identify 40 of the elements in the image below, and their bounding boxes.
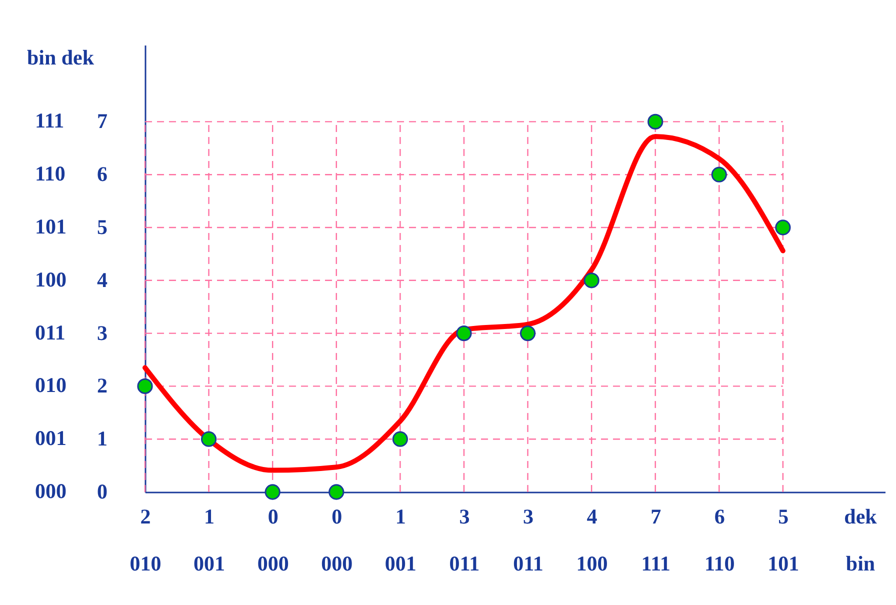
- text: 100: [35, 267, 66, 292]
- y-tick-label: 2: [97, 374, 108, 398]
- y-tick-label: 5: [97, 215, 108, 240]
- text: 010: [35, 373, 66, 398]
- y-tick-label: 6: [97, 162, 108, 186]
- x-tick-label: 0 000: [321, 504, 353, 576]
- x-tick-label: 3 011: [449, 504, 480, 576]
- point: [200, 431, 217, 447]
- x-tick-label: 3 011: [513, 504, 544, 576]
- x-tick-label: 5 101: [768, 504, 800, 576]
- text: 111: [35, 108, 64, 133]
- x-tick-label: 7 111: [641, 504, 670, 576]
- point: [584, 272, 600, 288]
- point: [456, 325, 472, 342]
- point: [392, 431, 408, 447]
- x-tick-label: 0 000: [257, 504, 289, 576]
- x-tick-label: 4 100: [576, 504, 608, 576]
- point: [137, 378, 153, 394]
- point: [264, 484, 280, 500]
- x-tick-label: 1 001: [194, 504, 226, 576]
- x-axis-title: dek bin: [844, 504, 878, 576]
- point: [328, 484, 344, 500]
- point: [775, 220, 791, 236]
- text: 000: [35, 479, 66, 503]
- text: 101: [35, 214, 66, 239]
- point: [648, 114, 664, 130]
- y-axis-title: bin dek: [26, 46, 94, 70]
- y-tick-label: 7: [97, 109, 108, 134]
- y-tick-label: 1: [97, 426, 108, 451]
- y-tick-label: 0: [97, 480, 108, 504]
- x-tick-label: 6 110: [704, 504, 735, 576]
- text: 011: [35, 320, 66, 344]
- point: [520, 325, 536, 342]
- y-tick-label: 3: [97, 320, 108, 345]
- point: [711, 166, 727, 182]
- y-tick-label: 4: [97, 268, 108, 292]
- text: 110: [35, 162, 66, 186]
- x-tick-label: 2 010: [130, 504, 162, 576]
- text: 001: [35, 426, 66, 450]
- x-tick-label: 1 001: [384, 504, 416, 576]
